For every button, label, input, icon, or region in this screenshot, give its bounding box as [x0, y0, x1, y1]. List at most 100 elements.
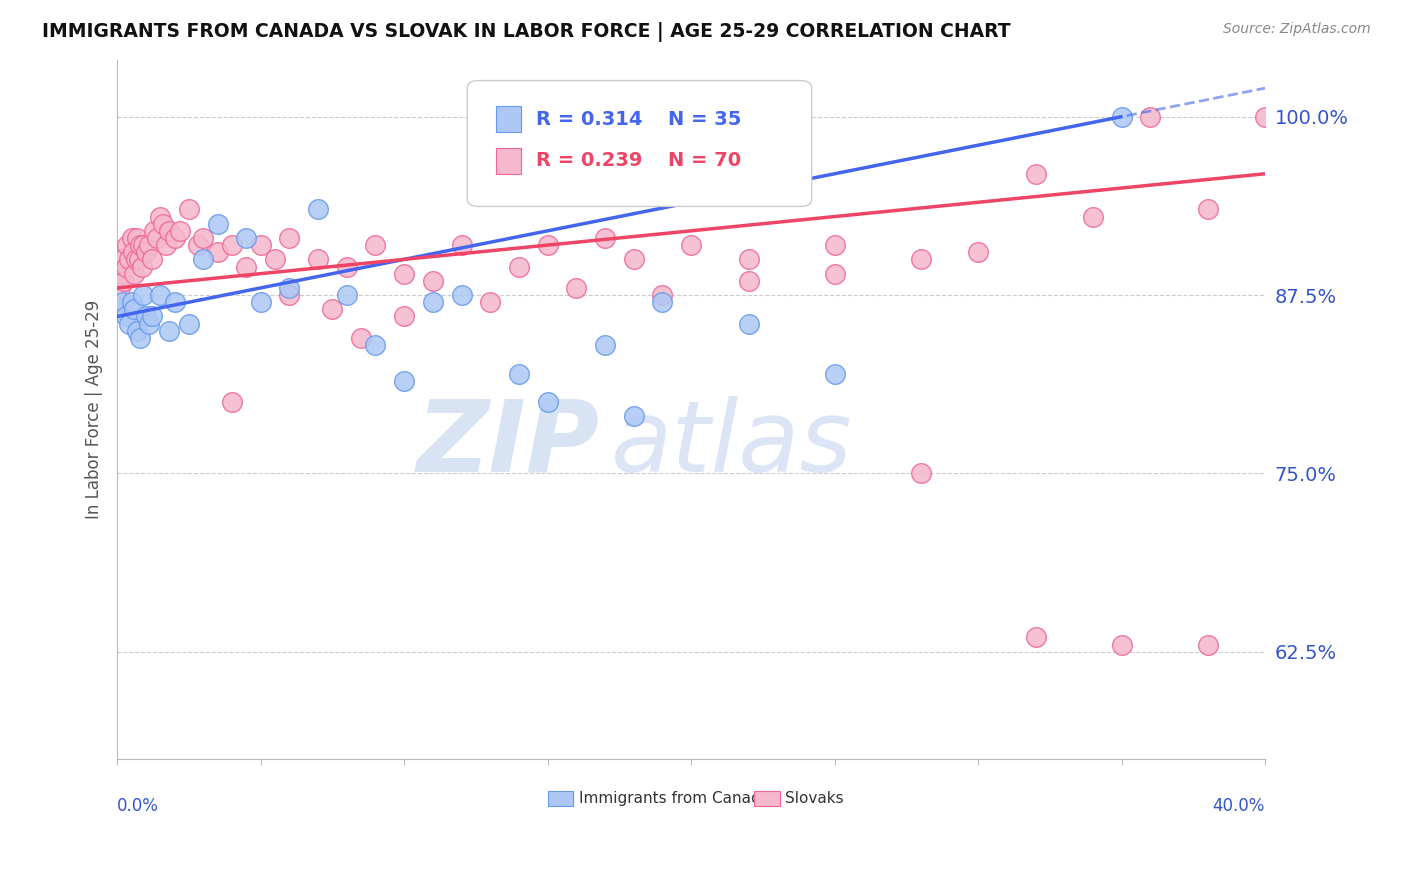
Point: [118, 252, 141, 267]
Point: [111, 295, 134, 310]
Point: [121, 231, 143, 245]
Point: [910, 252, 932, 267]
Point: [177, 317, 200, 331]
FancyBboxPatch shape: [496, 148, 522, 174]
Point: [221, 395, 243, 409]
Point: [910, 467, 932, 481]
Point: [651, 295, 673, 310]
Point: [112, 274, 135, 288]
Point: [221, 238, 243, 252]
Text: Immigrants from Canada: Immigrants from Canada: [579, 791, 769, 806]
Point: [127, 231, 149, 245]
Point: [1024, 167, 1046, 181]
FancyBboxPatch shape: [467, 80, 811, 206]
Point: [155, 238, 177, 252]
Point: [1111, 110, 1133, 124]
Point: [141, 252, 163, 267]
Text: Slovaks: Slovaks: [786, 791, 844, 806]
Point: [321, 302, 343, 317]
Point: [131, 260, 153, 274]
Point: [129, 331, 152, 345]
Point: [307, 202, 329, 217]
Text: Source: ZipAtlas.com: Source: ZipAtlas.com: [1223, 22, 1371, 37]
Point: [364, 338, 387, 352]
Point: [593, 338, 616, 352]
Point: [149, 210, 172, 224]
Point: [157, 224, 180, 238]
FancyBboxPatch shape: [548, 791, 572, 806]
Point: [565, 281, 588, 295]
Point: [392, 267, 415, 281]
Point: [508, 260, 530, 274]
Point: [537, 238, 560, 252]
Point: [122, 245, 145, 260]
Point: [967, 245, 990, 260]
Point: [364, 238, 387, 252]
Point: [169, 224, 191, 238]
Point: [193, 231, 215, 245]
Point: [114, 310, 136, 324]
Point: [350, 331, 373, 345]
Point: [1197, 638, 1219, 652]
Point: [186, 238, 208, 252]
Point: [651, 288, 673, 302]
Point: [278, 288, 301, 302]
Point: [1197, 202, 1219, 217]
Point: [681, 238, 703, 252]
Point: [110, 267, 132, 281]
Point: [278, 281, 301, 295]
Text: N = 70: N = 70: [668, 152, 741, 170]
Point: [1254, 110, 1277, 124]
Point: [249, 238, 271, 252]
Point: [392, 374, 415, 388]
Point: [207, 217, 229, 231]
Point: [508, 367, 530, 381]
Point: [127, 324, 149, 338]
Point: [824, 367, 846, 381]
FancyBboxPatch shape: [496, 106, 522, 132]
Point: [141, 310, 163, 324]
Point: [593, 231, 616, 245]
Text: N = 35: N = 35: [668, 110, 741, 128]
Point: [1024, 631, 1046, 645]
Point: [177, 202, 200, 217]
Point: [193, 252, 215, 267]
Point: [1081, 210, 1104, 224]
Point: [207, 245, 229, 260]
Point: [138, 238, 160, 252]
Point: [336, 260, 359, 274]
Point: [824, 267, 846, 281]
Text: R = 0.314: R = 0.314: [536, 110, 643, 128]
Point: [1139, 110, 1161, 124]
Point: [737, 317, 759, 331]
Point: [152, 217, 174, 231]
Y-axis label: In Labor Force | Age 25-29: In Labor Force | Age 25-29: [86, 300, 103, 519]
Point: [623, 252, 645, 267]
Point: [143, 224, 166, 238]
Point: [249, 295, 271, 310]
Point: [129, 238, 152, 252]
Point: [114, 260, 136, 274]
Point: [138, 317, 160, 331]
Point: [135, 245, 157, 260]
Point: [537, 395, 560, 409]
Point: [163, 231, 186, 245]
Text: ZIP: ZIP: [416, 396, 599, 492]
Point: [157, 324, 180, 338]
Text: 40.0%: 40.0%: [1213, 797, 1265, 815]
Point: [422, 274, 444, 288]
Point: [479, 295, 502, 310]
Text: 0.0%: 0.0%: [117, 797, 159, 815]
Point: [235, 231, 257, 245]
Point: [737, 274, 759, 288]
Point: [307, 252, 329, 267]
Point: [146, 231, 169, 245]
Point: [132, 238, 155, 252]
Point: [118, 317, 141, 331]
Point: [336, 288, 359, 302]
Point: [163, 295, 186, 310]
Point: [132, 288, 155, 302]
Point: [108, 281, 131, 295]
Point: [125, 252, 148, 267]
Point: [278, 231, 301, 245]
